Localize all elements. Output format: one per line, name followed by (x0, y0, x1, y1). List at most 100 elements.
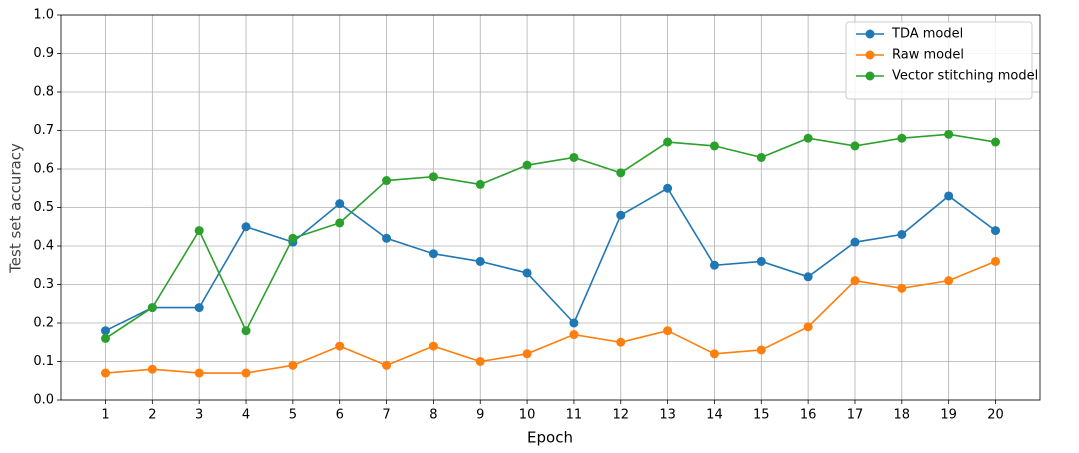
legend-label: Raw model (892, 48, 964, 63)
data-point (241, 326, 251, 336)
data-point (850, 237, 860, 247)
x-tick-label: 5 (289, 408, 297, 423)
data-point (991, 137, 1000, 147)
data-point (335, 199, 345, 209)
data-point (616, 168, 626, 178)
data-point (101, 326, 110, 336)
y-tick-label: 0.1 (33, 354, 54, 369)
data-point (756, 256, 766, 266)
x-tick-label: 6 (336, 408, 344, 423)
x-tick-label: 19 (940, 408, 957, 423)
data-point (382, 360, 392, 370)
data-point (569, 152, 579, 162)
data-point (522, 349, 532, 359)
data-point (428, 172, 438, 182)
data-point (944, 129, 954, 139)
series-line (105, 260, 996, 374)
legend-marker (865, 50, 875, 60)
y-tick-label: 0.9 (33, 46, 54, 61)
x-tick-label: 4 (242, 408, 250, 423)
data-point (569, 330, 579, 340)
x-tick-label: 9 (476, 408, 484, 423)
data-point (897, 229, 907, 239)
data-point (663, 326, 673, 336)
legend: TDA model Raw model Vector stitching model (845, 21, 1038, 100)
x-tick-label: 2 (148, 408, 156, 423)
data-point (850, 141, 860, 151)
data-point (616, 337, 626, 347)
data-point (709, 260, 719, 270)
legend-box (845, 21, 1033, 100)
x-tick-label: 14 (706, 408, 723, 423)
legend-label: Vector stitching model (892, 69, 1038, 84)
y-tick-label: 0.3 (33, 277, 54, 292)
data-point (850, 276, 860, 286)
x-axis-label: Epoch (527, 429, 573, 447)
data-point (147, 364, 157, 374)
data-point (475, 179, 485, 189)
data-point (382, 233, 392, 243)
data-point (288, 233, 298, 243)
y-tick-label: 0.0 (33, 393, 54, 408)
y-tick-label: 0.4 (33, 239, 54, 254)
data-point (475, 357, 485, 366)
plot-frame (60, 14, 1041, 401)
y-tick-label: 0.8 (33, 85, 54, 100)
data-point (335, 341, 345, 351)
data-point (382, 176, 392, 186)
data-point (616, 210, 626, 220)
y-tick-label: 0.7 (33, 123, 54, 138)
x-tick-label: 10 (519, 408, 536, 423)
data-point (194, 303, 204, 313)
x-tick-label: 8 (429, 408, 437, 423)
data-point (101, 333, 110, 343)
series-line (105, 133, 996, 340)
data-point (991, 256, 1000, 266)
data-point (803, 133, 813, 143)
y-axis-label: Test set accuracy (7, 143, 25, 274)
data-point (241, 368, 251, 378)
x-tick-label: 7 (382, 408, 390, 423)
series-line (105, 187, 996, 332)
x-tick-label: 16 (800, 408, 817, 423)
x-tick-label: 13 (659, 408, 676, 423)
data-point (569, 318, 579, 328)
x-tick-label: 3 (195, 408, 203, 423)
data-point (803, 272, 813, 282)
y-tick-label: 0.2 (33, 316, 54, 331)
legend-marker (865, 71, 875, 81)
data-point (944, 276, 954, 286)
data-point (709, 349, 719, 359)
data-point (756, 345, 766, 355)
data-point (194, 368, 204, 378)
legend-marker (865, 29, 875, 39)
data-point (428, 249, 438, 259)
x-tick-label: 15 (753, 408, 770, 423)
data-point (428, 341, 438, 351)
data-point (475, 256, 485, 266)
data-point (663, 183, 673, 193)
data-point (147, 303, 157, 313)
data-point (944, 191, 954, 201)
data-point (756, 152, 766, 162)
x-tick-label: 1 (101, 408, 109, 423)
data-point (101, 368, 110, 378)
data-point (241, 222, 251, 232)
x-tick-label: 18 (894, 408, 911, 423)
data-point (803, 322, 813, 332)
data-point (709, 141, 719, 151)
data-point (663, 137, 673, 147)
x-tick-label: 12 (612, 408, 629, 423)
data-point (897, 283, 907, 293)
data-point (522, 160, 532, 170)
y-tick-label: 0.6 (33, 162, 54, 177)
data-point (897, 133, 907, 143)
data-point (194, 226, 204, 236)
y-tick-label: 0.5 (33, 200, 54, 215)
data-point (991, 226, 1000, 236)
data-point (522, 268, 532, 278)
legend-label: TDA model (891, 27, 963, 42)
y-tick-label: 1.0 (33, 8, 54, 23)
data-point (288, 360, 298, 370)
